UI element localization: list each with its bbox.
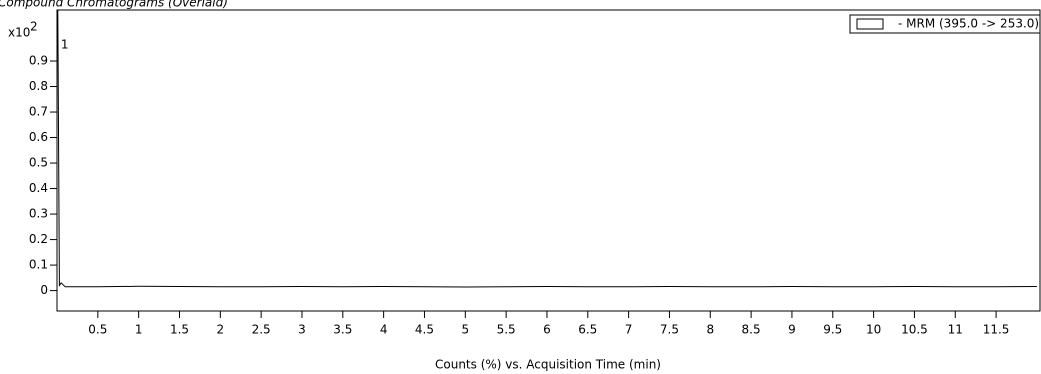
y-tick-label: 0.8	[29, 79, 48, 93]
x-tick-label: 0.5	[88, 323, 107, 337]
x-axis-label: Counts (%) vs. Acquisition Time (min)	[435, 358, 661, 372]
y-tick-label: 0.6	[29, 130, 48, 144]
plot-frame	[56, 9, 1041, 312]
y-tick-label: 0.7	[29, 105, 48, 119]
x-tick-label: 7	[625, 323, 633, 337]
plot-area	[57, 10, 1037, 288]
x-tick-label: 3	[298, 323, 306, 337]
series-line	[57, 10, 1037, 288]
legend-box	[849, 14, 1041, 34]
x-tick-label: 9.5	[823, 323, 842, 337]
x-tick-label: 5.5	[497, 323, 516, 337]
x-tick-label: 3.5	[333, 323, 352, 337]
x-tick-label: 9	[788, 323, 796, 337]
x-tick-label: 6.5	[578, 323, 597, 337]
y-tick-label: 0.1	[29, 258, 48, 272]
peak-label: 1	[61, 38, 69, 52]
x-tick-label: 4	[380, 323, 388, 337]
legend-label: - MRM (395.0 -> 253.0)	[898, 17, 1039, 31]
x-tick-label: 5	[461, 323, 469, 337]
y-multiplier-base: x10	[8, 26, 30, 40]
y-multiplier-exponent: 2	[30, 20, 38, 34]
y-tick-label: 0.4	[29, 181, 48, 195]
x-tick-label: 11.5	[983, 323, 1010, 337]
legend-swatch	[856, 18, 884, 30]
x-tick-label: 2.5	[252, 323, 271, 337]
x-tick-label: 1	[135, 323, 143, 337]
y-tick-label: 0.2	[29, 232, 48, 246]
x-tick-label: 4.5	[415, 323, 434, 337]
x-tick-label: 11	[948, 323, 963, 337]
y-tick-label: 0.3	[29, 207, 48, 221]
y-tick-label: 0	[40, 283, 48, 297]
x-tick-label: 2	[216, 323, 224, 337]
x-tick-label: 8	[706, 323, 714, 337]
chart-title: Compound Chromatograms (Overlaid)	[0, 0, 228, 10]
y-tick-label: 0.9	[29, 54, 48, 68]
x-tick-label: 1.5	[170, 323, 189, 337]
x-tick-label: 7.5	[660, 323, 679, 337]
x-tick-label: 10	[866, 323, 881, 337]
x-tick-label: 10.5	[901, 323, 928, 337]
x-tick-label: 8.5	[742, 323, 761, 337]
x-tick-label: 6	[543, 323, 551, 337]
y-tick-label: 0.5	[29, 156, 48, 170]
